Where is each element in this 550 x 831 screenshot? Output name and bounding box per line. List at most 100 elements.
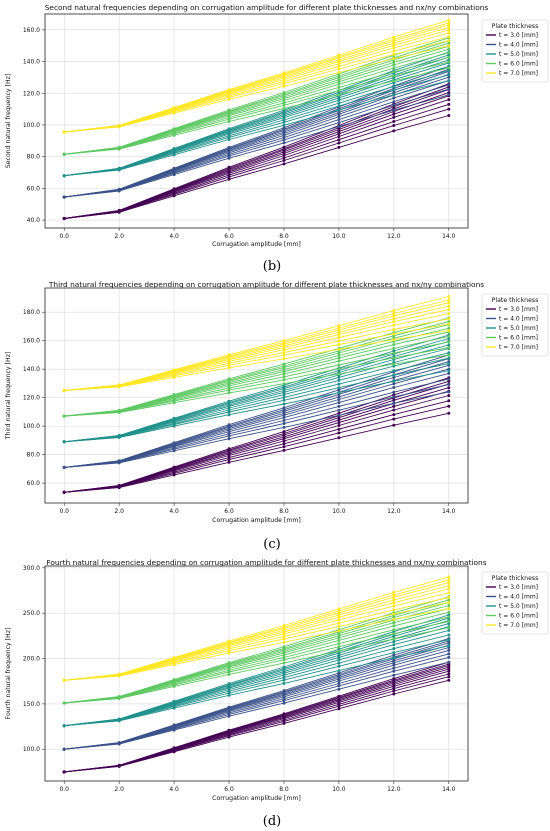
data-point (337, 54, 340, 57)
data-point (337, 105, 340, 108)
data-point (337, 357, 340, 360)
y-tick-label: 40.0 (27, 217, 41, 224)
data-point (392, 347, 395, 350)
data-point (228, 661, 231, 664)
chart-title: Third natural frequencies depending on c… (48, 280, 484, 289)
data-point (447, 295, 450, 298)
data-point (392, 50, 395, 53)
data-point (392, 113, 395, 116)
data-point (447, 312, 450, 315)
legend: Plate thickness t = 3.0 [mm] t = 4.0 [mm] t… (482, 20, 548, 82)
data-point (447, 114, 450, 117)
data-point (63, 153, 66, 156)
x-tick-label: 6.0 (224, 508, 234, 515)
data-point (447, 39, 450, 42)
data-point (173, 466, 176, 469)
legend-entry: t = 5.0 [mm] (499, 603, 538, 610)
panel-label: (c) (263, 537, 280, 552)
data-point (447, 584, 450, 587)
data-point (283, 445, 286, 448)
data-point (118, 718, 121, 721)
x-tick-label: 0.0 (59, 233, 69, 240)
x-tick-label: 10.0 (332, 786, 346, 793)
data-point (228, 706, 231, 709)
data-point (392, 632, 395, 635)
data-point (228, 127, 231, 130)
data-point (283, 396, 286, 399)
data-point (283, 638, 286, 641)
data-point (63, 748, 66, 751)
data-point (392, 64, 395, 67)
data-point (283, 363, 286, 366)
data-point (392, 594, 395, 597)
data-point (337, 71, 340, 74)
data-point (447, 353, 450, 356)
y-tick-label: 120.0 (23, 90, 40, 97)
data-point (228, 166, 231, 169)
data-point (447, 19, 450, 22)
data-point (392, 116, 395, 119)
data-point (173, 656, 176, 659)
data-point (447, 604, 450, 607)
data-point (283, 382, 286, 385)
data-point (283, 141, 286, 144)
data-point (447, 656, 450, 659)
data-point (447, 21, 450, 24)
data-point (447, 51, 450, 54)
data-point (392, 53, 395, 56)
y-tick-label: 140.0 (23, 59, 40, 66)
legend-entry: t = 7.0 [mm] (499, 622, 538, 629)
data-point (392, 670, 395, 673)
data-point (447, 615, 450, 618)
data-point (283, 403, 286, 406)
data-point (392, 677, 395, 680)
legend-entry: t = 3.0 [mm] (499, 584, 538, 591)
data-point (337, 398, 340, 401)
plot-area (45, 288, 468, 503)
data-point (447, 32, 450, 35)
data-point (392, 599, 395, 602)
data-point (447, 372, 450, 375)
data-point (447, 611, 450, 614)
data-point (228, 447, 231, 450)
data-point (118, 484, 121, 487)
data-point (447, 56, 450, 59)
data-point (283, 351, 286, 354)
data-point (337, 89, 340, 92)
data-point (337, 424, 340, 427)
data-point (447, 620, 450, 623)
data-point (63, 196, 66, 199)
data-point (337, 669, 340, 672)
data-point (228, 437, 231, 440)
x-tick-label: 10.0 (332, 233, 346, 240)
data-point (447, 60, 450, 63)
data-point (337, 146, 340, 149)
data-point (283, 354, 286, 357)
data-point (392, 391, 395, 394)
y-tick-label: 80.0 (27, 154, 41, 161)
x-tick-label: 8.0 (279, 786, 289, 793)
data-point (118, 434, 121, 437)
data-point (337, 142, 340, 145)
data-point (392, 374, 395, 377)
data-point (392, 601, 395, 604)
data-point (447, 673, 450, 676)
data-point (337, 639, 340, 642)
data-point (447, 317, 450, 320)
chart-title: Fourth natural frequencies depending on … (46, 558, 486, 567)
y-axis-label: Second natural frequency [Hz] (5, 74, 12, 169)
data-point (228, 400, 231, 403)
data-point (447, 103, 450, 106)
data-point (392, 36, 395, 39)
data-point (283, 71, 286, 74)
data-point (63, 770, 66, 773)
data-point (392, 693, 395, 696)
data-point (392, 647, 395, 650)
x-tick-label: 14.0 (442, 233, 456, 240)
data-point (337, 645, 340, 648)
data-point (337, 102, 340, 105)
data-point (447, 579, 450, 582)
x-tick-label: 2.0 (114, 233, 124, 240)
x-tick-label: 2.0 (114, 786, 124, 793)
data-point (283, 645, 286, 648)
